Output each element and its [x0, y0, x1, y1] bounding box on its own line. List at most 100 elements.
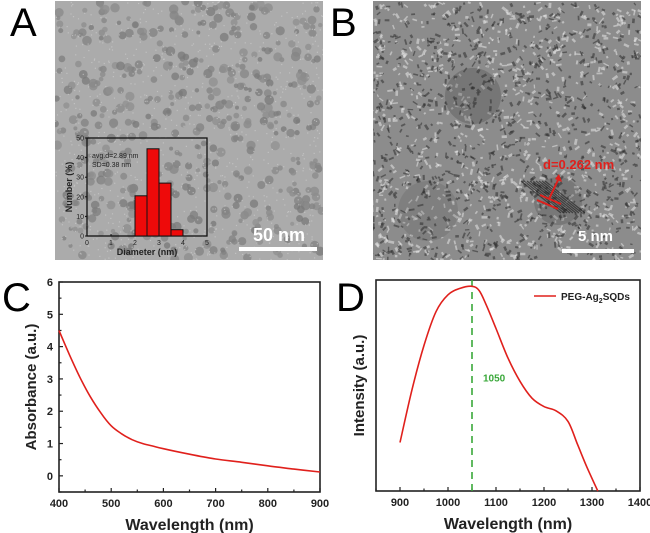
hrtem-grain — [373, 199, 374, 206]
hrtem-grain — [621, 66, 624, 70]
noise-speck — [302, 153, 305, 155]
hrtem-grain — [421, 25, 425, 28]
hrtem-grain — [386, 106, 391, 110]
noise-speck — [231, 206, 233, 208]
noise-speck — [302, 167, 305, 169]
noise-speck — [311, 244, 313, 246]
hrtem-grain — [512, 78, 516, 83]
hrtem-grain — [445, 155, 450, 160]
noise-speck — [226, 246, 228, 248]
hrtem-grain — [483, 239, 488, 245]
inset-y-tick-label: 50 — [76, 136, 84, 143]
hrtem-grain — [487, 111, 492, 116]
hrtem-grain — [430, 257, 436, 260]
hrtem-grain — [487, 195, 492, 200]
hrtem-grain — [461, 244, 464, 248]
nanoparticle — [82, 7, 88, 13]
nanoparticle — [235, 63, 240, 68]
hrtem-grain — [524, 223, 528, 227]
hrtem-grain — [573, 214, 579, 221]
noise-speck — [317, 89, 319, 92]
hrtem-grain — [455, 235, 459, 238]
hrtem-grain — [386, 225, 390, 230]
noise-speck — [265, 183, 267, 186]
nanoparticle — [303, 201, 309, 206]
nanoparticle — [301, 217, 310, 226]
hrtem-grain — [499, 178, 506, 182]
hrtem-grain — [467, 248, 471, 252]
hrtem-grain — [479, 133, 485, 139]
hrtem-grain — [553, 14, 558, 19]
hrtem-grain — [415, 158, 421, 162]
hrtem-grain — [471, 16, 475, 23]
hrtem-grain — [611, 169, 616, 173]
nanoparticle — [230, 19, 238, 26]
hrtem-grain — [447, 54, 452, 58]
noise-speck — [198, 152, 200, 155]
hrtem-grain — [461, 232, 466, 239]
noise-speck — [242, 253, 244, 256]
hrtem-grain — [620, 153, 626, 160]
hrtem-grain — [517, 75, 524, 78]
noise-speck — [305, 224, 307, 226]
hrtem-grain — [384, 198, 387, 201]
noise-speck — [99, 142, 101, 144]
hrtem-grain — [474, 181, 479, 185]
hrtem-grain — [606, 65, 609, 69]
nanoparticle — [234, 31, 242, 39]
nanoparticle — [90, 138, 97, 145]
noise-speck — [106, 229, 108, 231]
hrtem-grain — [501, 146, 505, 148]
hrtem-grain — [510, 168, 515, 172]
noise-speck — [109, 190, 111, 192]
hrtem-grain — [489, 99, 492, 104]
noise-speck — [195, 249, 197, 251]
noise-speck — [142, 81, 144, 83]
hrtem-grain — [586, 224, 591, 231]
nanoparticle — [178, 88, 187, 97]
hrtem-grain — [486, 209, 490, 212]
hrtem-grain — [499, 68, 505, 74]
noise-speck — [285, 242, 287, 244]
noise-speck — [215, 228, 217, 230]
hrtem-grain — [470, 11, 474, 15]
particle-region-1 — [445, 68, 501, 124]
noise-speck — [270, 96, 272, 98]
noise-speck — [162, 58, 165, 60]
noise-speck — [118, 250, 120, 252]
nanoparticle — [272, 91, 277, 96]
noise-speck — [289, 72, 291, 74]
hrtem-grain — [524, 142, 526, 146]
inset-stats: avg.d=2.89 nm SD=0.38 nm — [92, 152, 139, 170]
hrtem-grain — [592, 32, 597, 40]
noise-speck — [279, 72, 281, 74]
hrtem-grain — [526, 141, 531, 147]
hrtem-grain — [423, 226, 428, 229]
hrtem-grain — [523, 152, 527, 157]
hrtem-grain — [384, 19, 390, 22]
hrtem-grain — [580, 167, 585, 171]
nanoparticle — [200, 140, 207, 147]
noise-speck — [88, 86, 90, 88]
noise-speck — [302, 13, 304, 15]
hrtem-grain — [568, 53, 572, 57]
hrtem-grain — [552, 96, 559, 100]
hrtem-grain — [469, 240, 474, 243]
noise-speck — [242, 220, 244, 222]
noise-speck — [247, 253, 249, 255]
hrtem-grain — [503, 174, 510, 179]
hrtem-grain — [442, 193, 446, 197]
noise-speck — [155, 49, 157, 51]
noise-speck — [60, 71, 63, 74]
noise-speck — [115, 23, 117, 25]
noise-speck — [105, 214, 107, 216]
noise-speck — [71, 5, 73, 7]
hrtem-grain — [428, 40, 434, 43]
hrtem-grain — [595, 215, 600, 219]
hrtem-grain — [474, 56, 479, 61]
hrtem-grain — [544, 4, 548, 8]
hrtem-grain — [507, 153, 513, 158]
hrtem-grain — [450, 106, 454, 110]
hrtem-grain — [503, 246, 508, 252]
hrtem-grain — [526, 10, 531, 14]
